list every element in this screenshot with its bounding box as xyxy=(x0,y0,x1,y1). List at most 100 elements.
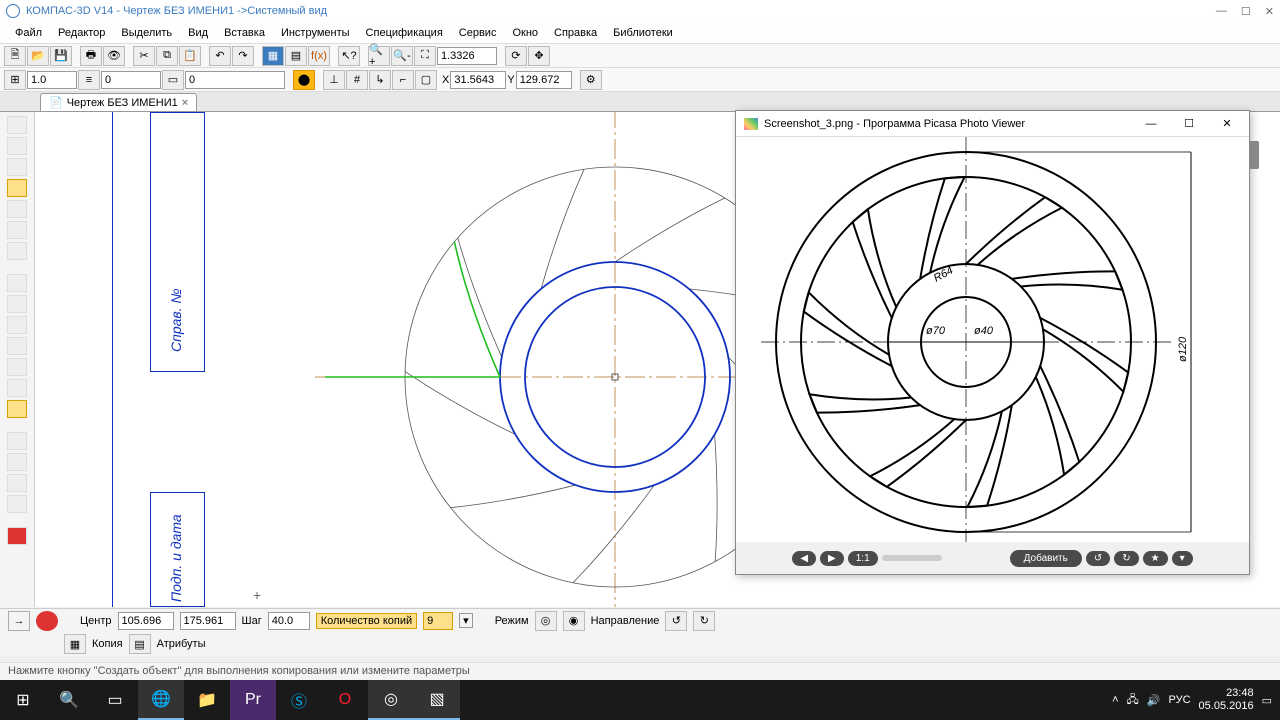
tool-i-icon[interactable] xyxy=(7,453,27,471)
menu-file[interactable]: Файл xyxy=(8,25,49,41)
ortho-icon[interactable]: ⊥ xyxy=(323,70,345,90)
paste-icon[interactable]: 📋 xyxy=(179,46,201,66)
tool-hatch-icon[interactable] xyxy=(7,221,27,239)
tool-c-icon[interactable] xyxy=(7,316,27,334)
active-tool-icon[interactable]: ⬤ xyxy=(293,70,315,90)
picasa-star-icon[interactable]: ★ xyxy=(1143,551,1168,566)
open-icon[interactable]: 📂 xyxy=(27,46,49,66)
menu-select[interactable]: Выделить xyxy=(114,25,179,41)
zoom-fit-icon[interactable]: ⛶ xyxy=(414,46,436,66)
picasa-titlebar[interactable]: Screenshot_3.png - Программа Picasa Phot… xyxy=(736,111,1249,137)
coord-y-input[interactable] xyxy=(516,71,572,89)
tool-point-icon[interactable] xyxy=(7,116,27,134)
menu-insert[interactable]: Вставка xyxy=(217,25,272,41)
redo-icon[interactable]: ↷ xyxy=(232,46,254,66)
step-input[interactable] xyxy=(268,612,310,630)
start-button[interactable]: ⊞ xyxy=(0,680,46,720)
tool-d-icon[interactable] xyxy=(7,337,27,355)
layer-input[interactable] xyxy=(101,71,161,89)
cut-icon[interactable]: ✂ xyxy=(133,46,155,66)
toggle-1-icon[interactable]: ▦ xyxy=(262,46,284,66)
undo-icon[interactable]: ↶ xyxy=(209,46,231,66)
menu-help[interactable]: Справка xyxy=(547,25,604,41)
tool-g-icon[interactable] xyxy=(7,400,27,418)
proptab-1[interactable]: Копия xyxy=(92,638,123,650)
premiere-icon[interactable]: Pr xyxy=(230,680,276,720)
snap-icon[interactable]: ⊞ xyxy=(4,70,26,90)
mode-2-icon[interactable]: ◉ xyxy=(563,611,585,631)
mode-1-icon[interactable]: ◎ xyxy=(535,611,557,631)
save-icon[interactable]: 💾 xyxy=(50,46,72,66)
stop-icon[interactable] xyxy=(36,611,58,631)
minimize-button[interactable]: — xyxy=(1216,5,1227,18)
picasa-prev-icon[interactable]: ◀ xyxy=(792,551,816,566)
menu-view[interactable]: Вид xyxy=(181,25,215,41)
document-tab[interactable]: 📄 Чертеж БЕЗ ИМЕНИ1 × xyxy=(40,93,197,111)
fx-icon[interactable]: f(x) xyxy=(308,46,330,66)
pan-icon[interactable]: ✥ xyxy=(528,46,550,66)
tool-stop-icon[interactable] xyxy=(7,527,27,545)
picasa-ratio[interactable]: 1:1 xyxy=(848,551,878,566)
tray-vol-icon[interactable]: 🔊 xyxy=(1147,694,1161,707)
center-y-input[interactable] xyxy=(180,612,236,630)
print-icon[interactable]: 🖶 xyxy=(80,46,102,66)
tool-a-icon[interactable] xyxy=(7,274,27,292)
center-x-input[interactable] xyxy=(118,612,174,630)
tool-line-icon[interactable] xyxy=(7,137,27,155)
toggle-2-icon[interactable]: ▤ xyxy=(285,46,307,66)
tool-e-icon[interactable] xyxy=(7,358,27,376)
coord-icon[interactable]: ▢ xyxy=(415,70,437,90)
picasa-more-icon[interactable]: ▾ xyxy=(1172,551,1193,566)
proptab-2[interactable]: Атрибуты xyxy=(157,638,206,650)
zoom-in-icon[interactable]: 🔍+ xyxy=(368,46,390,66)
picasa-taskbar-icon[interactable]: ▧ xyxy=(414,680,460,720)
menu-spec[interactable]: Спецификация xyxy=(359,25,450,41)
picasa-add-button[interactable]: Добавить xyxy=(1010,550,1082,567)
tray-clock[interactable]: 23:48 05.05.2016 xyxy=(1199,687,1254,713)
search-icon[interactable]: 🔍 xyxy=(46,680,92,720)
tool-k-icon[interactable] xyxy=(7,495,27,513)
picasa-close-button[interactable]: ✕ xyxy=(1213,114,1241,134)
close-button[interactable]: ✕ xyxy=(1265,5,1274,18)
menu-edit[interactable]: Редактор xyxy=(51,25,112,41)
tool-b-icon[interactable] xyxy=(7,295,27,313)
tool-copy-icon[interactable] xyxy=(7,179,27,197)
tray-net-icon[interactable]: 🖧 xyxy=(1127,691,1139,710)
cursor-icon[interactable]: ↖? xyxy=(338,46,360,66)
tray-notif-icon[interactable]: ▭ xyxy=(1262,694,1272,707)
picasa-rotate-l-icon[interactable]: ↺ xyxy=(1086,551,1110,566)
menu-tools[interactable]: Инструменты xyxy=(274,25,357,41)
tab-close-icon[interactable]: × xyxy=(182,97,188,109)
picasa-rotate-r-icon[interactable]: ↻ xyxy=(1114,551,1138,566)
dir-cw-icon[interactable]: ↻ xyxy=(693,611,715,631)
kompas-icon[interactable]: ◎ xyxy=(368,680,414,720)
opera-icon[interactable]: O xyxy=(322,680,368,720)
tool-h-icon[interactable] xyxy=(7,432,27,450)
tool-table-icon[interactable] xyxy=(7,242,27,260)
layer-icon[interactable]: ≡ xyxy=(78,70,100,90)
proptab-icon-2[interactable]: ▤ xyxy=(129,634,151,654)
misc-icon[interactable]: ⚙ xyxy=(580,70,602,90)
tool-text-icon[interactable] xyxy=(7,200,27,218)
maximize-button[interactable]: ☐ xyxy=(1241,5,1251,18)
zoom-out-icon[interactable]: 🔍- xyxy=(391,46,413,66)
menu-libraries[interactable]: Библиотеки xyxy=(606,25,680,41)
coord-x-input[interactable] xyxy=(450,71,506,89)
snap2-icon[interactable]: ↳ xyxy=(369,70,391,90)
style-icon[interactable]: ▭ xyxy=(162,70,184,90)
tool-dim-icon[interactable] xyxy=(7,158,27,176)
picasa-slider[interactable] xyxy=(882,555,942,561)
copies-input[interactable] xyxy=(423,612,453,630)
explorer-icon[interactable]: 📁 xyxy=(184,680,230,720)
apply-icon[interactable]: → xyxy=(8,611,30,631)
proptab-icon[interactable]: ▦ xyxy=(64,634,86,654)
skype-icon[interactable]: Ⓢ xyxy=(276,680,322,720)
menu-window[interactable]: Окно xyxy=(505,25,545,41)
tray-up-icon[interactable]: ˄ xyxy=(1112,694,1118,706)
tool-j-icon[interactable] xyxy=(7,474,27,492)
taskview-icon[interactable]: ▭ xyxy=(92,680,138,720)
refresh-icon[interactable]: ⟳ xyxy=(505,46,527,66)
tray-lang[interactable]: РУС xyxy=(1169,694,1191,706)
grid-icon[interactable]: # xyxy=(346,70,368,90)
dir-ccw-icon[interactable]: ↺ xyxy=(665,611,687,631)
